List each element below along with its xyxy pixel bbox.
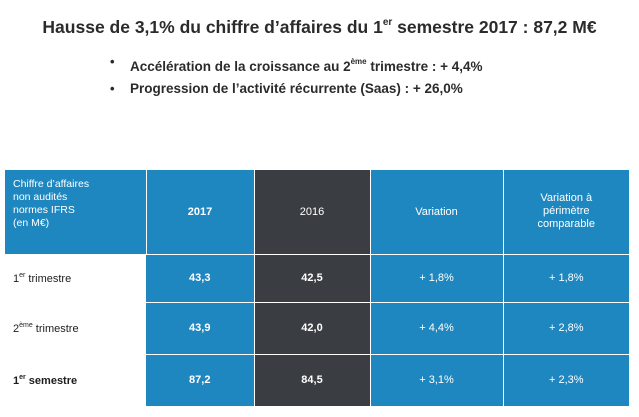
row-label: 1er semestre [5,354,146,406]
page-title: Hausse de 3,1% du chiffre d’affaires du … [0,17,639,38]
header-variation-perimetre: Variation à périmètre comparable [503,170,629,255]
cell-2016: 84,5 [254,354,371,406]
revenue-table: Chiffre d’affaires non audités normes IF… [5,170,629,406]
bullet-icon: • [110,81,115,96]
cell-variation-perimetre: + 2,3% [503,354,629,406]
cell-2017: 43,9 [146,302,255,355]
title-superscript: er [382,17,393,28]
cell-2016: 42,5 [254,254,371,303]
highlights-list: • Accélération de la croissance au 2ème t… [108,53,483,107]
table-row: 1er semestre 87,2 84,5 + 3,1% + 2,3% [5,354,629,406]
cell-variation: + 1,8% [370,254,504,303]
title-text: Hausse de 3,1% du chiffre d’affaires du … [42,17,383,37]
cell-2017: 87,2 [146,354,255,406]
cell-variation: + 3,1% [370,354,504,406]
highlight-item: • Progression de l’activité récurrente (S… [110,81,463,96]
bullet-icon: • [110,54,115,69]
cell-variation: + 4,4% [370,302,504,355]
table-row: 1er trimestre 43,3 42,5 + 1,8% + 1,8% [5,254,629,303]
header-2017: 2017 [146,170,255,255]
cell-variation-perimetre: + 1,8% [503,254,629,303]
row-label: 1er trimestre [5,254,146,302]
title-text-end: semestre 2017 : 87,2 M€ [392,17,597,37]
cell-2017: 43,3 [146,254,255,303]
cell-2016: 42,0 [254,302,371,355]
table-row: 2ème trimestre 43,9 42,0 + 4,4% + 2,8% [5,302,629,355]
cell-variation-perimetre: + 2,8% [503,302,629,355]
table-header-row: Chiffre d’affaires non audités normes IF… [5,170,629,255]
header-label: Chiffre d’affaires non audités normes IF… [5,170,147,254]
row-label: 2ème trimestre [5,302,146,354]
highlight-item: • Accélération de la croissance au 2ème t… [110,54,483,74]
header-2016: 2016 [254,170,371,255]
header-variation: Variation [370,170,504,255]
